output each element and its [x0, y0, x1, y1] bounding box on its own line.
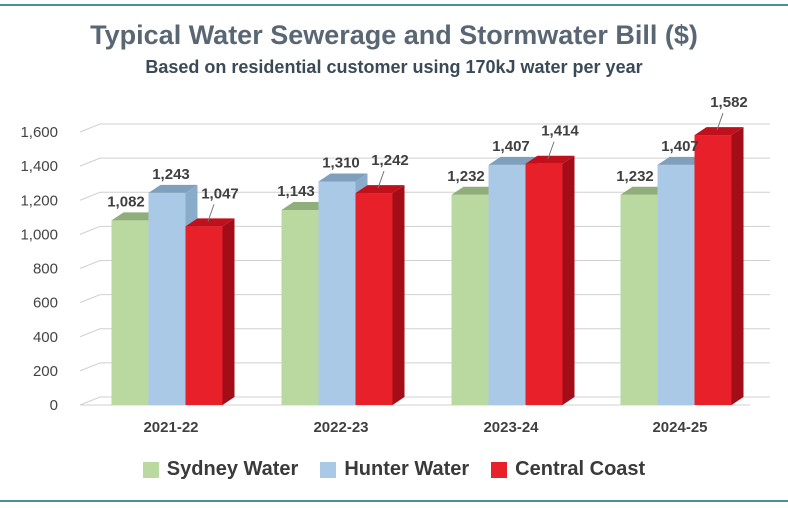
bar-top: [355, 185, 405, 194]
bar: [111, 220, 149, 405]
bar-top: [488, 156, 538, 165]
bar-top: [657, 156, 707, 165]
legend-label: Sydney Water: [166, 458, 299, 480]
bar: [657, 164, 695, 405]
top-border: [0, 4, 788, 6]
chart-title: Typical Water Sewerage and Stormwater Bi…: [90, 20, 698, 50]
bar: [185, 226, 223, 405]
bar: [620, 194, 658, 405]
bar: [694, 135, 732, 406]
bar-top: [451, 186, 501, 195]
leader-line: [716, 112, 724, 131]
x-tick-label: 2023-24: [483, 419, 539, 436]
bar: [451, 194, 489, 405]
legend-item: Central Coast: [491, 458, 645, 481]
x-tick-label: 2021-22: [143, 419, 198, 436]
legend-item: Hunter Water: [320, 458, 469, 481]
legend-swatch: [142, 461, 159, 478]
bar: [355, 193, 393, 405]
y-tick-label: 200: [33, 363, 58, 380]
bar: [148, 192, 186, 405]
legend-swatch: [320, 461, 337, 478]
y-tick-label: 1,000: [20, 226, 58, 243]
legend-label: Central Coast: [515, 458, 646, 480]
gridline: [79, 123, 770, 133]
y-tick-label: 1,400: [20, 158, 58, 175]
leader-line: [377, 170, 385, 189]
leader-line: [547, 141, 555, 159]
bar-top: [148, 184, 198, 193]
legend-swatch: [491, 461, 508, 478]
y-tick-label: 0: [50, 397, 58, 414]
bar: [525, 163, 563, 405]
y-tick-label: 400: [33, 329, 58, 346]
y-tick-label: 1,600: [20, 124, 58, 141]
data-label: 1,232: [616, 168, 654, 185]
bar-top: [111, 212, 161, 221]
y-tick-label: 800: [33, 261, 58, 278]
legend-label: Hunter Water: [344, 458, 470, 480]
bar: [281, 209, 319, 405]
bar-side: [731, 127, 744, 405]
bar-top: [318, 173, 368, 182]
bar-side: [392, 185, 405, 405]
bar-side: [222, 218, 235, 405]
bar-top: [694, 127, 744, 136]
bar: [318, 181, 356, 405]
data-label: 1,232: [447, 168, 485, 185]
data-label: 1,047: [201, 185, 239, 202]
bar: [488, 164, 526, 405]
legend: Sydney Water Hunter Water Central Coast: [0, 458, 788, 481]
legend-item: Sydney Water: [142, 458, 299, 481]
data-label: 1,082: [107, 193, 145, 210]
bar-top: [185, 218, 235, 227]
y-tick-label: 1,200: [20, 192, 58, 209]
bottom-border: [0, 500, 788, 502]
data-label: 1,243: [152, 166, 190, 183]
bar-side: [562, 155, 575, 405]
y-tick-label: 600: [33, 295, 58, 312]
x-tick-label: 2022-23: [313, 419, 368, 436]
chart-subtitle: Based on residential customer using 170k…: [145, 57, 643, 77]
data-label: 1,407: [492, 138, 530, 155]
data-label: 1,582: [710, 94, 748, 111]
data-label: 1,310: [322, 154, 360, 171]
bar-top: [620, 186, 670, 195]
data-label: 1,143: [277, 183, 315, 200]
bar-top: [525, 155, 575, 164]
x-tick-label: 2024-25: [652, 419, 707, 436]
data-label: 1,414: [541, 123, 579, 140]
bar-top: [281, 201, 331, 210]
data-label: 1,242: [371, 152, 409, 169]
leader-line: [207, 204, 215, 222]
data-label: 1,407: [661, 138, 699, 155]
